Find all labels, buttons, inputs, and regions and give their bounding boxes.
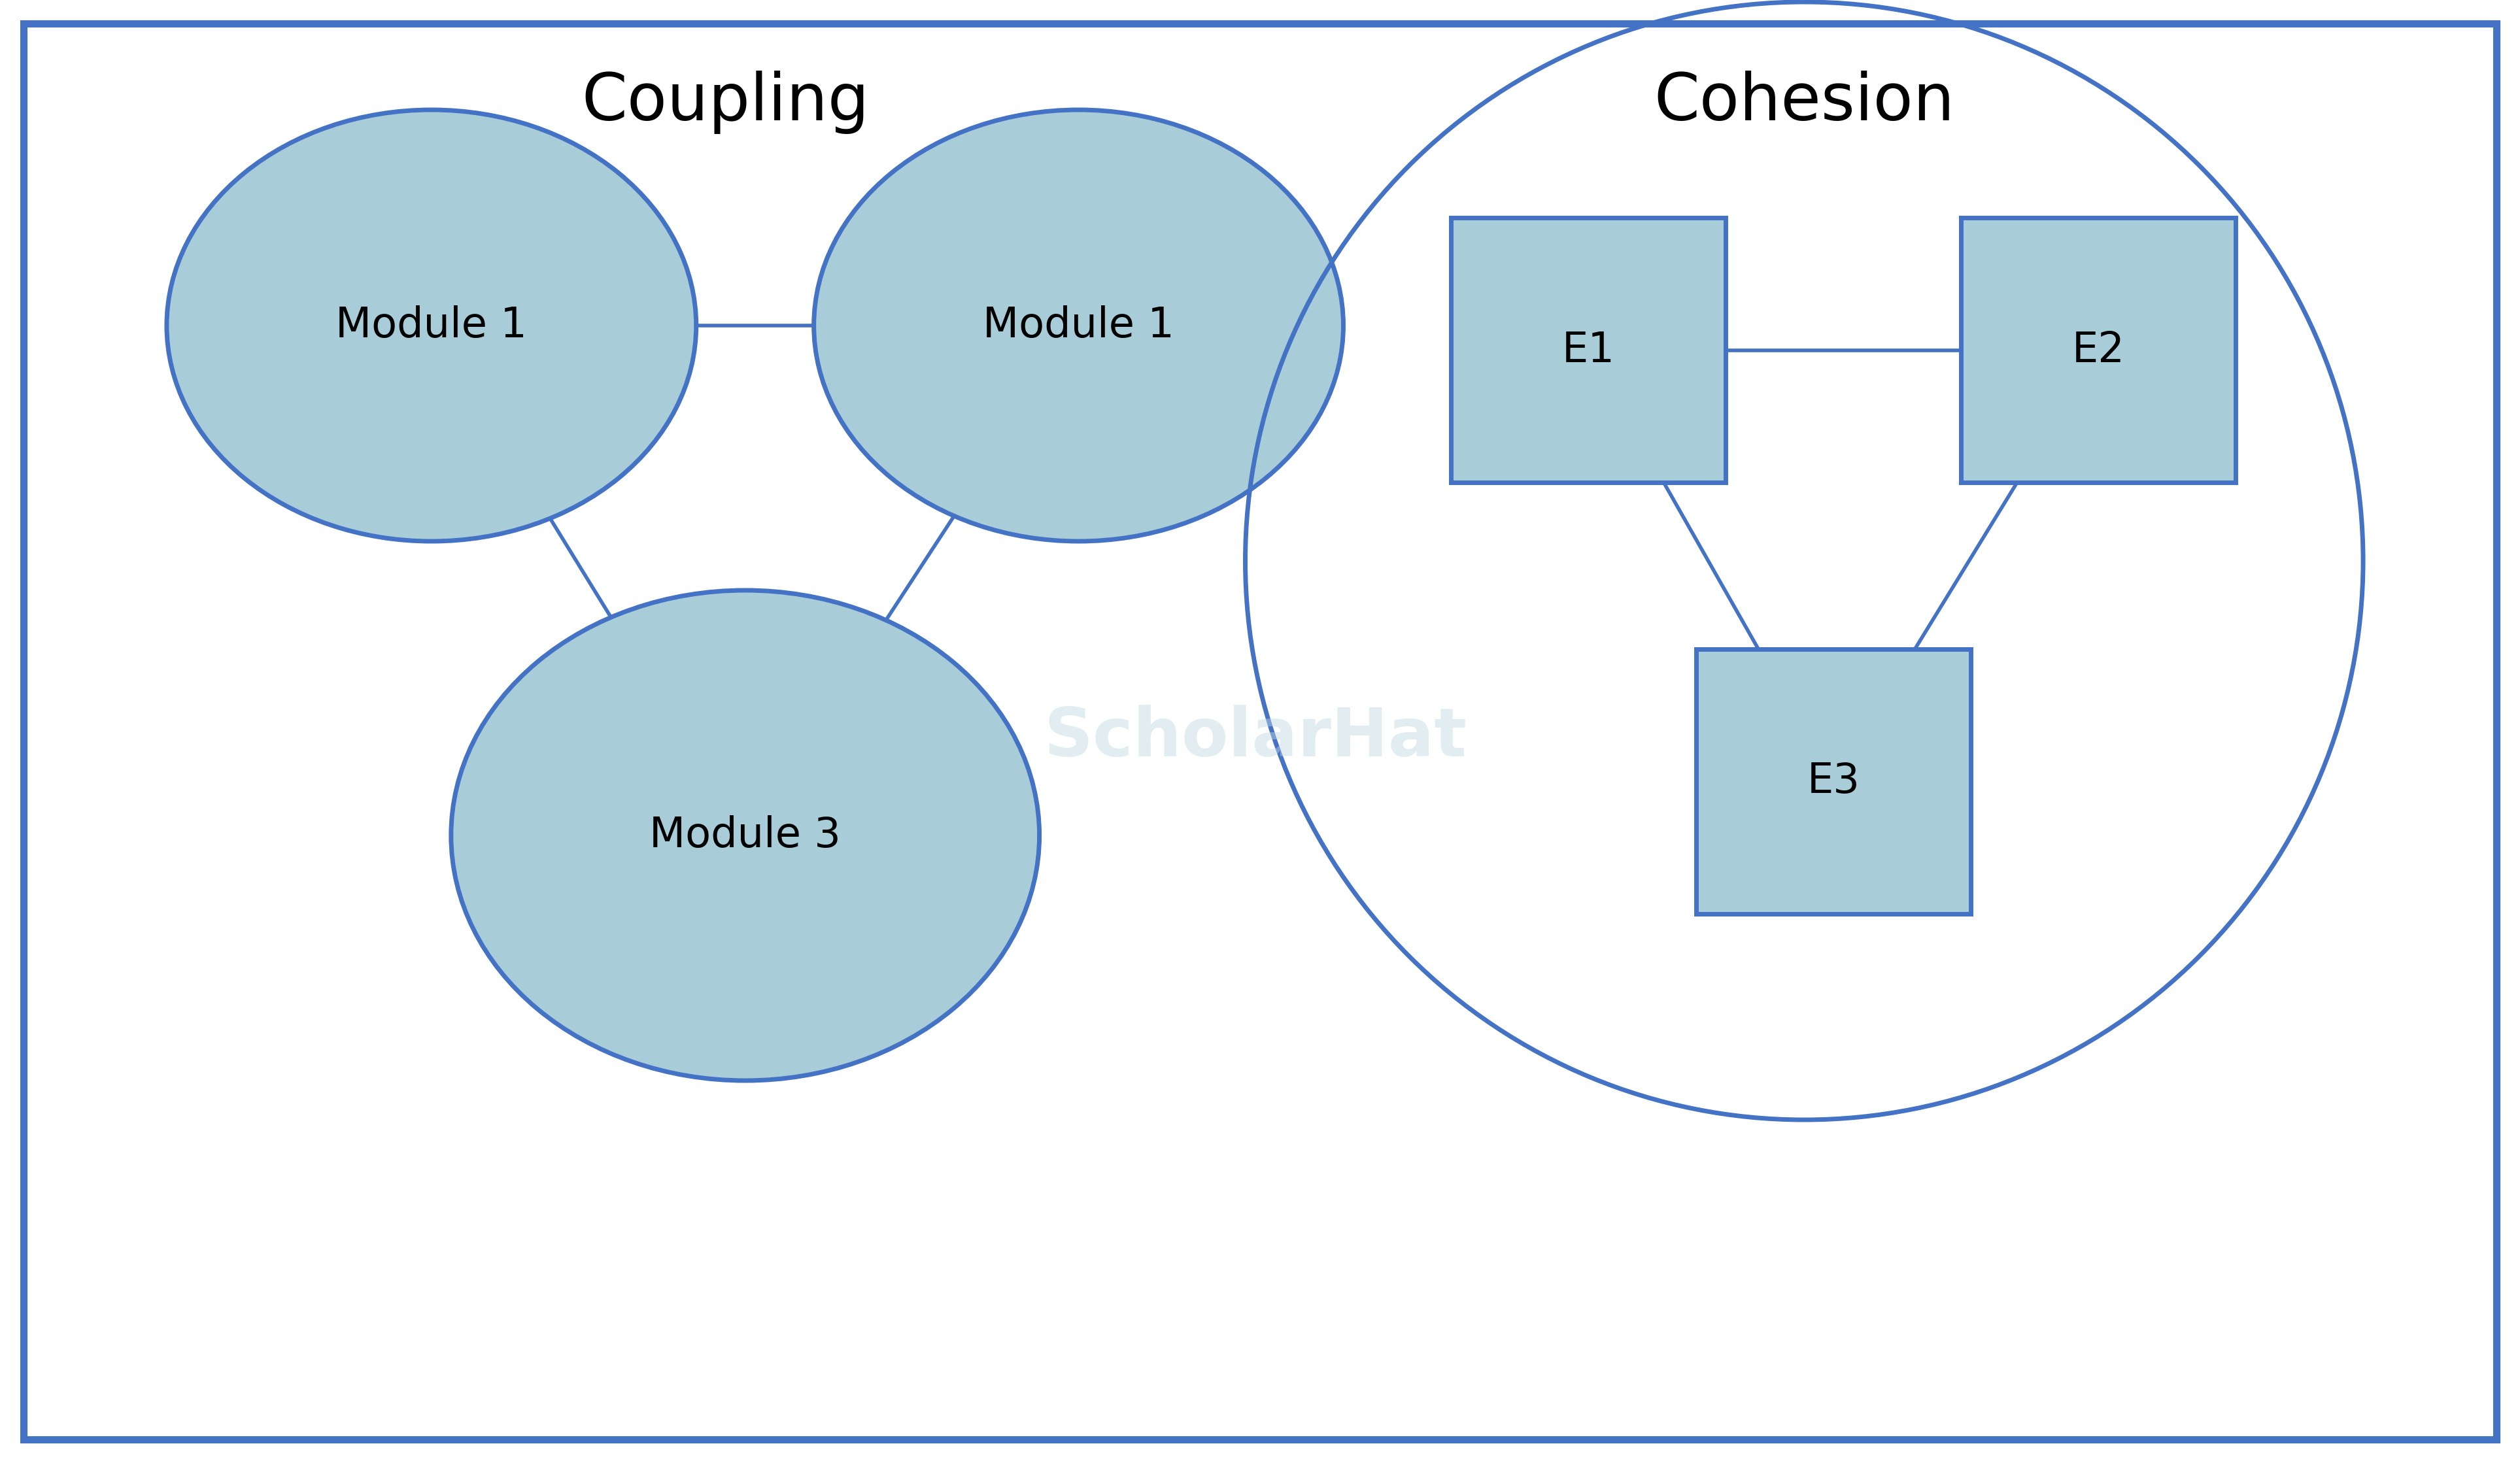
Text: E2: E2 xyxy=(2071,329,2124,370)
Ellipse shape xyxy=(166,110,696,541)
FancyBboxPatch shape xyxy=(1961,218,2235,483)
Ellipse shape xyxy=(451,590,1038,1081)
Text: E1: E1 xyxy=(1562,329,1615,370)
Text: Module 3: Module 3 xyxy=(650,815,842,856)
Text: Cohesion: Cohesion xyxy=(1653,70,1956,135)
FancyBboxPatch shape xyxy=(1452,218,1726,483)
Text: Coupling: Coupling xyxy=(582,70,869,135)
Ellipse shape xyxy=(814,110,1343,541)
FancyBboxPatch shape xyxy=(1696,650,1971,914)
Text: ScholarHat: ScholarHat xyxy=(1043,704,1467,771)
Text: Module 1: Module 1 xyxy=(983,306,1174,345)
Text: Module 1: Module 1 xyxy=(335,306,527,345)
Text: E3: E3 xyxy=(1807,761,1860,802)
